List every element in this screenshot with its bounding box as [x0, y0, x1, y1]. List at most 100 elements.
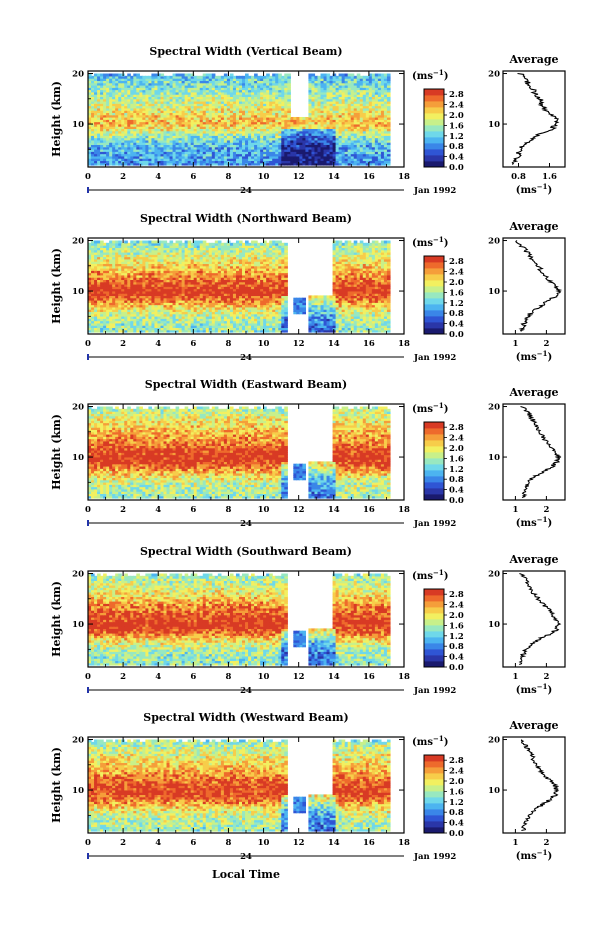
heatmap-cell	[365, 123, 370, 127]
heatmap-cell	[299, 123, 303, 127]
heatmap-cell	[229, 148, 234, 152]
x-tick-label: 0	[85, 172, 91, 182]
heatmap-cell	[199, 142, 204, 146]
heatmap-cell	[88, 112, 92, 116]
heatmap-cell	[329, 160, 334, 164]
heatmap-cell	[242, 126, 246, 129]
heatmap-cell	[311, 153, 316, 157]
heatmap-cell	[235, 128, 240, 132]
heatmap-cell	[248, 153, 252, 157]
heatmap-cell	[263, 160, 267, 164]
heatmap-cell	[94, 158, 98, 162]
heatmap-cell	[362, 107, 367, 111]
heatmap-cell	[332, 148, 337, 152]
x-tick-label: 14	[328, 172, 340, 182]
heatmap-cell	[287, 139, 291, 143]
heatmap-cell	[187, 148, 192, 152]
heatmap-cell	[302, 162, 307, 166]
heatmap-cell	[278, 110, 282, 113]
heatmap-cell	[350, 130, 355, 134]
heatmap-cell	[220, 151, 225, 155]
heatmap-cell	[332, 162, 337, 166]
heatmap-cell	[296, 126, 300, 129]
heatmap-cell	[151, 132, 156, 136]
heatmap-cell	[281, 135, 285, 139]
heatmap-cell	[260, 158, 264, 162]
heatmap-cell	[133, 151, 137, 155]
heatmap-cell	[112, 123, 116, 127]
heatmap-cell	[226, 107, 231, 111]
heatmap-cell	[97, 114, 101, 118]
heatmap-cell	[278, 144, 282, 148]
heatmap-cell	[317, 160, 322, 164]
heatmap-cell	[278, 158, 282, 162]
heatmap-cell	[103, 139, 107, 143]
heatmap-cell	[323, 126, 328, 129]
heatmap-cell	[139, 123, 143, 127]
heatmap-cell	[332, 144, 337, 148]
heatmap-cell	[154, 148, 159, 152]
heatmap-cell	[163, 151, 168, 155]
heatmap-cell	[284, 148, 288, 152]
heatmap-cell	[383, 158, 388, 162]
heatmap-cell	[169, 158, 174, 162]
heatmap-cell	[329, 121, 334, 125]
heatmap-cell	[326, 110, 331, 113]
heatmap-cell	[193, 160, 198, 164]
heatmap-cell	[238, 126, 243, 129]
heatmap-cell	[94, 160, 98, 164]
heatmap-cell	[187, 119, 192, 123]
heatmap-cell	[269, 151, 273, 155]
heatmap-cell	[190, 148, 195, 152]
heatmap-cell	[109, 123, 113, 127]
heatmap-cell	[281, 137, 285, 141]
heatmap-cell	[151, 110, 156, 113]
heatmap-cell	[323, 123, 328, 127]
heatmap-cell	[214, 123, 219, 127]
heatmap-cell	[208, 153, 213, 157]
heatmap-cell	[217, 160, 222, 164]
heatmap-cell	[232, 153, 237, 157]
heatmap-cell	[142, 148, 146, 152]
heatmap-cell	[205, 148, 210, 152]
heatmap-cell	[272, 135, 276, 139]
heatmap-cell	[329, 153, 334, 157]
heatmap-cell	[178, 144, 183, 148]
heatmap-cell	[260, 146, 264, 150]
heatmap-cell	[338, 137, 343, 141]
heatmap-cell	[100, 119, 104, 123]
heatmap-cell	[226, 146, 231, 150]
heatmap-cell	[100, 130, 104, 134]
heatmap-cell	[359, 144, 364, 148]
heatmap-cell	[205, 121, 210, 125]
heatmap-cell	[115, 158, 119, 162]
heatmap-cell	[308, 153, 313, 157]
heatmap-cell	[374, 128, 379, 132]
heatmap-cell	[124, 123, 128, 127]
heatmap-cell	[145, 142, 149, 146]
heatmap-cell	[211, 121, 216, 125]
heatmap-cell	[275, 148, 279, 152]
heatmap-cell	[311, 110, 316, 113]
heatmap-cell	[139, 155, 143, 159]
heatmap-cell	[187, 155, 192, 159]
heatmap-cell	[308, 144, 313, 148]
heatmap-cell	[178, 142, 183, 146]
heatmap-cell	[386, 126, 391, 129]
heatmap-cell	[223, 135, 228, 139]
heatmap-cell	[272, 112, 276, 116]
heatmap-cell	[166, 130, 171, 134]
heatmap-cell	[365, 160, 370, 164]
heatmap-cell	[127, 146, 131, 150]
heatmap-cell	[166, 126, 171, 129]
heatmap-cell	[196, 160, 201, 164]
heatmap-cell	[124, 126, 128, 129]
heatmap-cell	[383, 119, 388, 123]
heatmap-cell	[178, 114, 183, 118]
heatmap-cell	[296, 128, 300, 132]
heatmap-cell	[251, 158, 255, 162]
heatmap-cell	[281, 153, 285, 157]
heatmap-cell	[91, 139, 95, 143]
heatmap-cell	[226, 139, 231, 143]
heatmap-cell	[232, 114, 237, 118]
